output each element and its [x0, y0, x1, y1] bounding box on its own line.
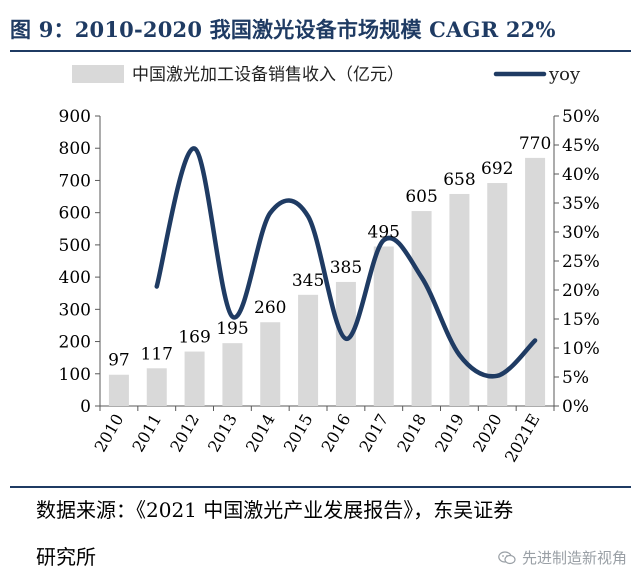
bar — [146, 368, 167, 406]
bar — [335, 281, 356, 406]
y-left-tick-label: 700 — [59, 171, 91, 191]
bar-data-label: 97 — [108, 351, 130, 371]
y-right-tick-label: 5% — [562, 368, 589, 388]
bar-data-label: 169 — [178, 328, 210, 348]
bar — [222, 343, 243, 406]
x-tick-label: 2019 — [431, 411, 468, 456]
x-tick-label: 2010 — [91, 411, 128, 456]
bar-data-label: 770 — [519, 134, 551, 154]
bar-data-label: 260 — [254, 298, 286, 318]
source-text: 数据来源：《2021 中国激光产业发展报告》，东吴证券 — [36, 498, 514, 522]
y-left-tick-label: 600 — [59, 204, 91, 224]
bar-line-chart: 中国激光加工设备销售收入（亿元） yoy 0 100 200 300 400 500 600 70… — [59, 64, 600, 466]
legend-label-bars: 中国激光加工设备销售收入（亿元） — [132, 65, 404, 85]
bar-data-label: 658 — [443, 170, 475, 190]
source-text-continued: 研究所 — [36, 545, 96, 569]
x-tick-label: 2017 — [355, 411, 392, 456]
bar-data-label: 345 — [292, 271, 324, 291]
x-tick-label: 2016 — [318, 411, 355, 456]
bar-data-label: 195 — [216, 319, 248, 339]
y-right-tick-label: 30% — [562, 223, 600, 243]
y-left-tick-label: 800 — [59, 139, 91, 159]
bar — [108, 374, 129, 406]
x-tick-label: 2011 — [128, 411, 165, 456]
legend-label-yoy: yoy — [548, 64, 581, 85]
x-tick-label: 2012 — [166, 411, 203, 456]
legend-swatch-bars — [72, 65, 124, 83]
y-right-tick-label: 45% — [562, 136, 600, 156]
y-left-tick-label: 900 — [59, 107, 91, 127]
yoy-line — [154, 146, 538, 379]
y-right-tick-label: 35% — [562, 194, 600, 214]
y-left-tick-label: 100 — [59, 365, 91, 385]
x-tick-label: 2018 — [393, 411, 430, 456]
y-right-tick-label: 50% — [562, 107, 600, 127]
x-tick-label: 2020 — [469, 411, 506, 456]
bar — [184, 351, 205, 406]
bar — [487, 183, 508, 406]
bar — [373, 246, 394, 406]
bar-data-label: 385 — [330, 258, 362, 278]
y-right-tick-label: 40% — [562, 165, 600, 185]
bar — [260, 322, 281, 406]
y-right-tick-label: 25% — [562, 252, 600, 272]
x-tick-label: 2021E — [501, 411, 544, 466]
watermark-text: 先进制造新视角 — [521, 549, 627, 567]
bar — [525, 157, 546, 406]
bar-data-label: 117 — [141, 344, 173, 364]
y-left-tick-label: 400 — [59, 268, 91, 288]
bar — [449, 193, 470, 406]
bar-data-label: 495 — [368, 223, 400, 243]
y-left-tick-label: 300 — [59, 300, 91, 320]
y-right-tick-label: 15% — [562, 310, 600, 330]
y-right-tick-label: 10% — [562, 339, 600, 359]
bar — [298, 294, 319, 406]
bar-data-label: 605 — [405, 187, 437, 207]
y-left-tick-label: 0 — [80, 397, 91, 417]
wechat-icon — [498, 550, 516, 564]
x-tick-label: 2014 — [242, 411, 279, 456]
source-rule — [10, 486, 631, 488]
y-left-tick-label: 500 — [59, 236, 91, 256]
y-right-tick-label: 0% — [562, 397, 589, 417]
chart-title: 图 9：2010-2020 我国激光设备市场规模 CAGR 22% — [10, 17, 556, 42]
bar — [411, 211, 432, 406]
bar-data-label: 692 — [481, 159, 513, 179]
x-tick-label: 2015 — [280, 411, 317, 456]
y-left-tick-label: 200 — [59, 333, 91, 353]
x-tick-label: 2013 — [204, 411, 241, 456]
y-right-tick-label: 20% — [562, 281, 600, 301]
watermark: 先进制造新视角 — [498, 547, 627, 568]
title-rule — [10, 50, 631, 52]
